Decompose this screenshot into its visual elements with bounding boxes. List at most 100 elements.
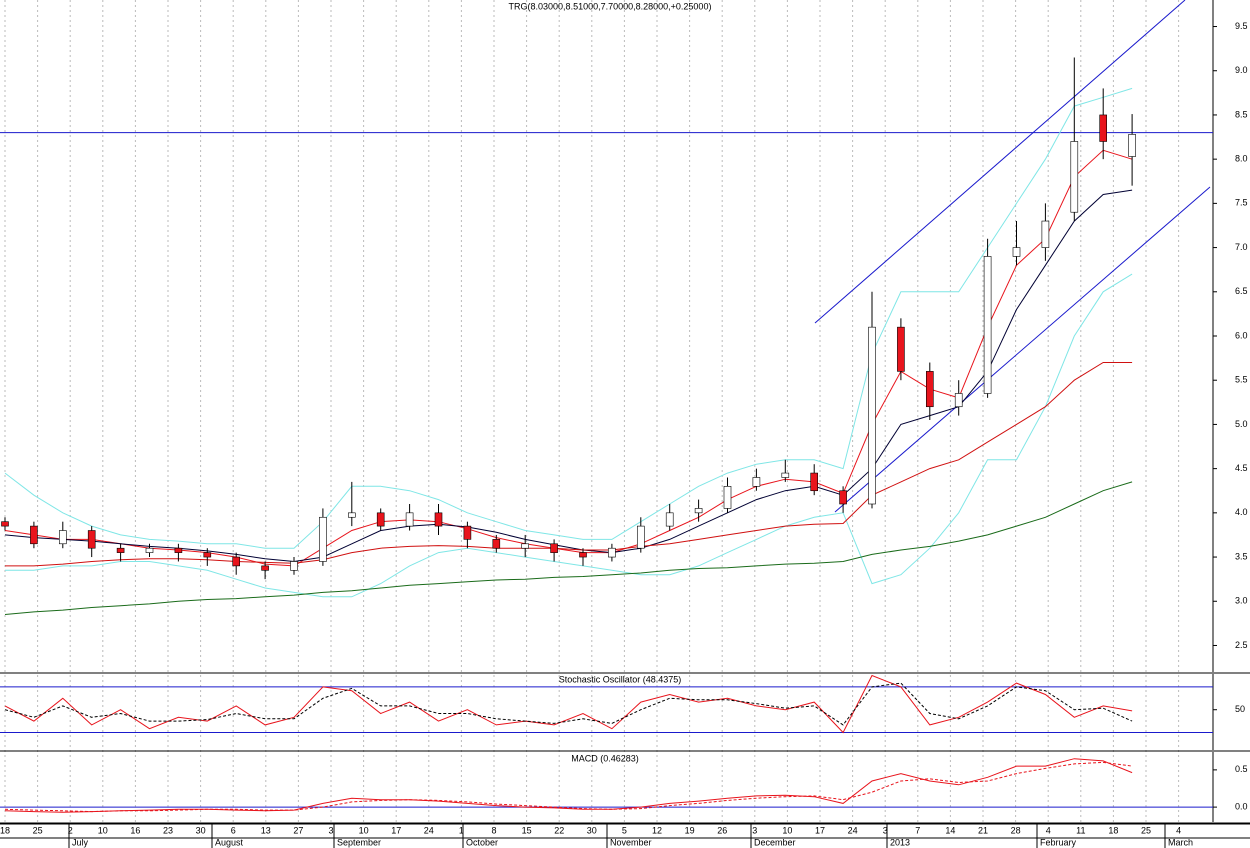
indicator-line [5, 273, 1133, 598]
candle-body [319, 516, 327, 562]
candle-body [492, 539, 501, 549]
candle-body [694, 508, 703, 514]
x-tick-label: 1 [459, 825, 464, 835]
candle-body [636, 525, 645, 549]
month-label: February [1040, 837, 1077, 847]
candle-body [1099, 114, 1107, 142]
trend-line [814, 0, 1186, 324]
y-tick-label: 7.5 [1235, 198, 1248, 208]
x-tick-label: 21 [978, 825, 988, 835]
indicator-line [4, 149, 1133, 567]
x-tick-label: 10 [782, 825, 792, 835]
x-tick-label: 3 [328, 825, 333, 835]
y-tick-label: 4.0 [1235, 507, 1248, 517]
candle-body [232, 556, 240, 567]
month-label: October [466, 837, 498, 847]
x-tick-label: 17 [391, 825, 401, 835]
candle-body [579, 552, 587, 558]
y-tick-label: 6.5 [1235, 286, 1248, 296]
y-tick-label: 5.0 [1235, 419, 1248, 429]
x-tick-label: 3 [752, 825, 757, 835]
panel-title: Stochastic Oscillator (48.4375) [559, 674, 682, 684]
candle-body [983, 256, 992, 394]
month-label: July [72, 837, 89, 847]
x-tick-label: 24 [848, 825, 858, 835]
x-tick-label: 5 [622, 825, 627, 835]
candle-body [839, 490, 847, 505]
candle-body [608, 547, 616, 558]
x-tick-label: 17 [815, 825, 825, 835]
y-tick-label: 4.5 [1235, 463, 1248, 473]
candle-body [463, 525, 472, 540]
x-tick-label: 4 [1046, 825, 1051, 835]
candle-body [665, 512, 674, 527]
x-tick-label: 12 [652, 825, 662, 835]
candle-body [203, 552, 212, 558]
candle-body [174, 547, 183, 553]
candle-body [1, 521, 9, 527]
candle-body [954, 393, 963, 408]
x-tick-label: 26 [717, 825, 727, 835]
y-tick-label: 0.0 [1235, 801, 1248, 811]
month-label: August [215, 837, 244, 847]
trend-line [834, 186, 1211, 513]
x-tick-label: 30 [587, 825, 597, 835]
x-tick-label: 23 [163, 825, 173, 835]
x-tick-label: 22 [554, 825, 564, 835]
candle-body [925, 371, 934, 408]
x-tick-label: 10 [359, 825, 369, 835]
x-tick-label: 24 [424, 825, 434, 835]
indicator-line [4, 682, 1133, 726]
indicator-line [4, 481, 1133, 615]
panel-title: MACD (0.46283) [571, 753, 639, 763]
x-tick-label: 25 [33, 825, 43, 835]
y-tick-label: 9.0 [1235, 65, 1248, 75]
candle-body [261, 565, 269, 571]
x-tick-label: 10 [98, 825, 108, 835]
y-tick-label: 50 [1235, 704, 1245, 714]
indicator-line [4, 87, 1133, 549]
candle-body [1041, 220, 1050, 248]
candle-body [897, 326, 905, 372]
candle-body [116, 547, 125, 553]
candle-body [376, 512, 385, 527]
x-tick-label: 2 [68, 825, 73, 835]
candle-body [434, 512, 443, 527]
candle-body [30, 525, 38, 545]
x-tick-label: 14 [945, 825, 955, 835]
indicator-line [4, 674, 1133, 734]
y-tick-label: 3.5 [1235, 551, 1248, 561]
x-tick-label: 8 [491, 825, 496, 835]
candle-body [347, 512, 356, 518]
x-tick-label: 18 [1108, 825, 1118, 835]
candle-body [145, 547, 154, 553]
candle-body [405, 512, 414, 527]
y-tick-label: 8.5 [1235, 109, 1248, 119]
x-tick-label: 6 [231, 825, 236, 835]
indicator-line [5, 362, 1133, 567]
y-tick-label: 8.0 [1235, 154, 1248, 164]
x-tick-label: 30 [196, 825, 206, 835]
candle-body [87, 530, 96, 549]
y-tick-label: 6.0 [1235, 330, 1248, 340]
x-tick-label: 28 [1011, 825, 1021, 835]
month-label: March [1168, 837, 1193, 847]
month-label: 2013 [890, 837, 910, 847]
y-tick-label: 5.5 [1235, 375, 1248, 385]
month-label: September [337, 837, 381, 847]
y-tick-label: 7.0 [1235, 242, 1248, 252]
x-tick-label: 15 [522, 825, 532, 835]
y-tick-label: 3.0 [1235, 596, 1248, 606]
indicator-line [4, 761, 1133, 813]
candle-body [781, 472, 790, 478]
candle-body [1012, 247, 1021, 257]
candle-body [550, 543, 558, 553]
x-tick-label: 18 [0, 825, 10, 835]
x-tick-label: 13 [261, 825, 271, 835]
candle-body [1128, 134, 1136, 157]
x-tick-label: 7 [915, 825, 920, 835]
x-tick-label: 4 [1176, 825, 1181, 835]
candle-body [1070, 141, 1079, 213]
grid [4, 0, 1180, 822]
